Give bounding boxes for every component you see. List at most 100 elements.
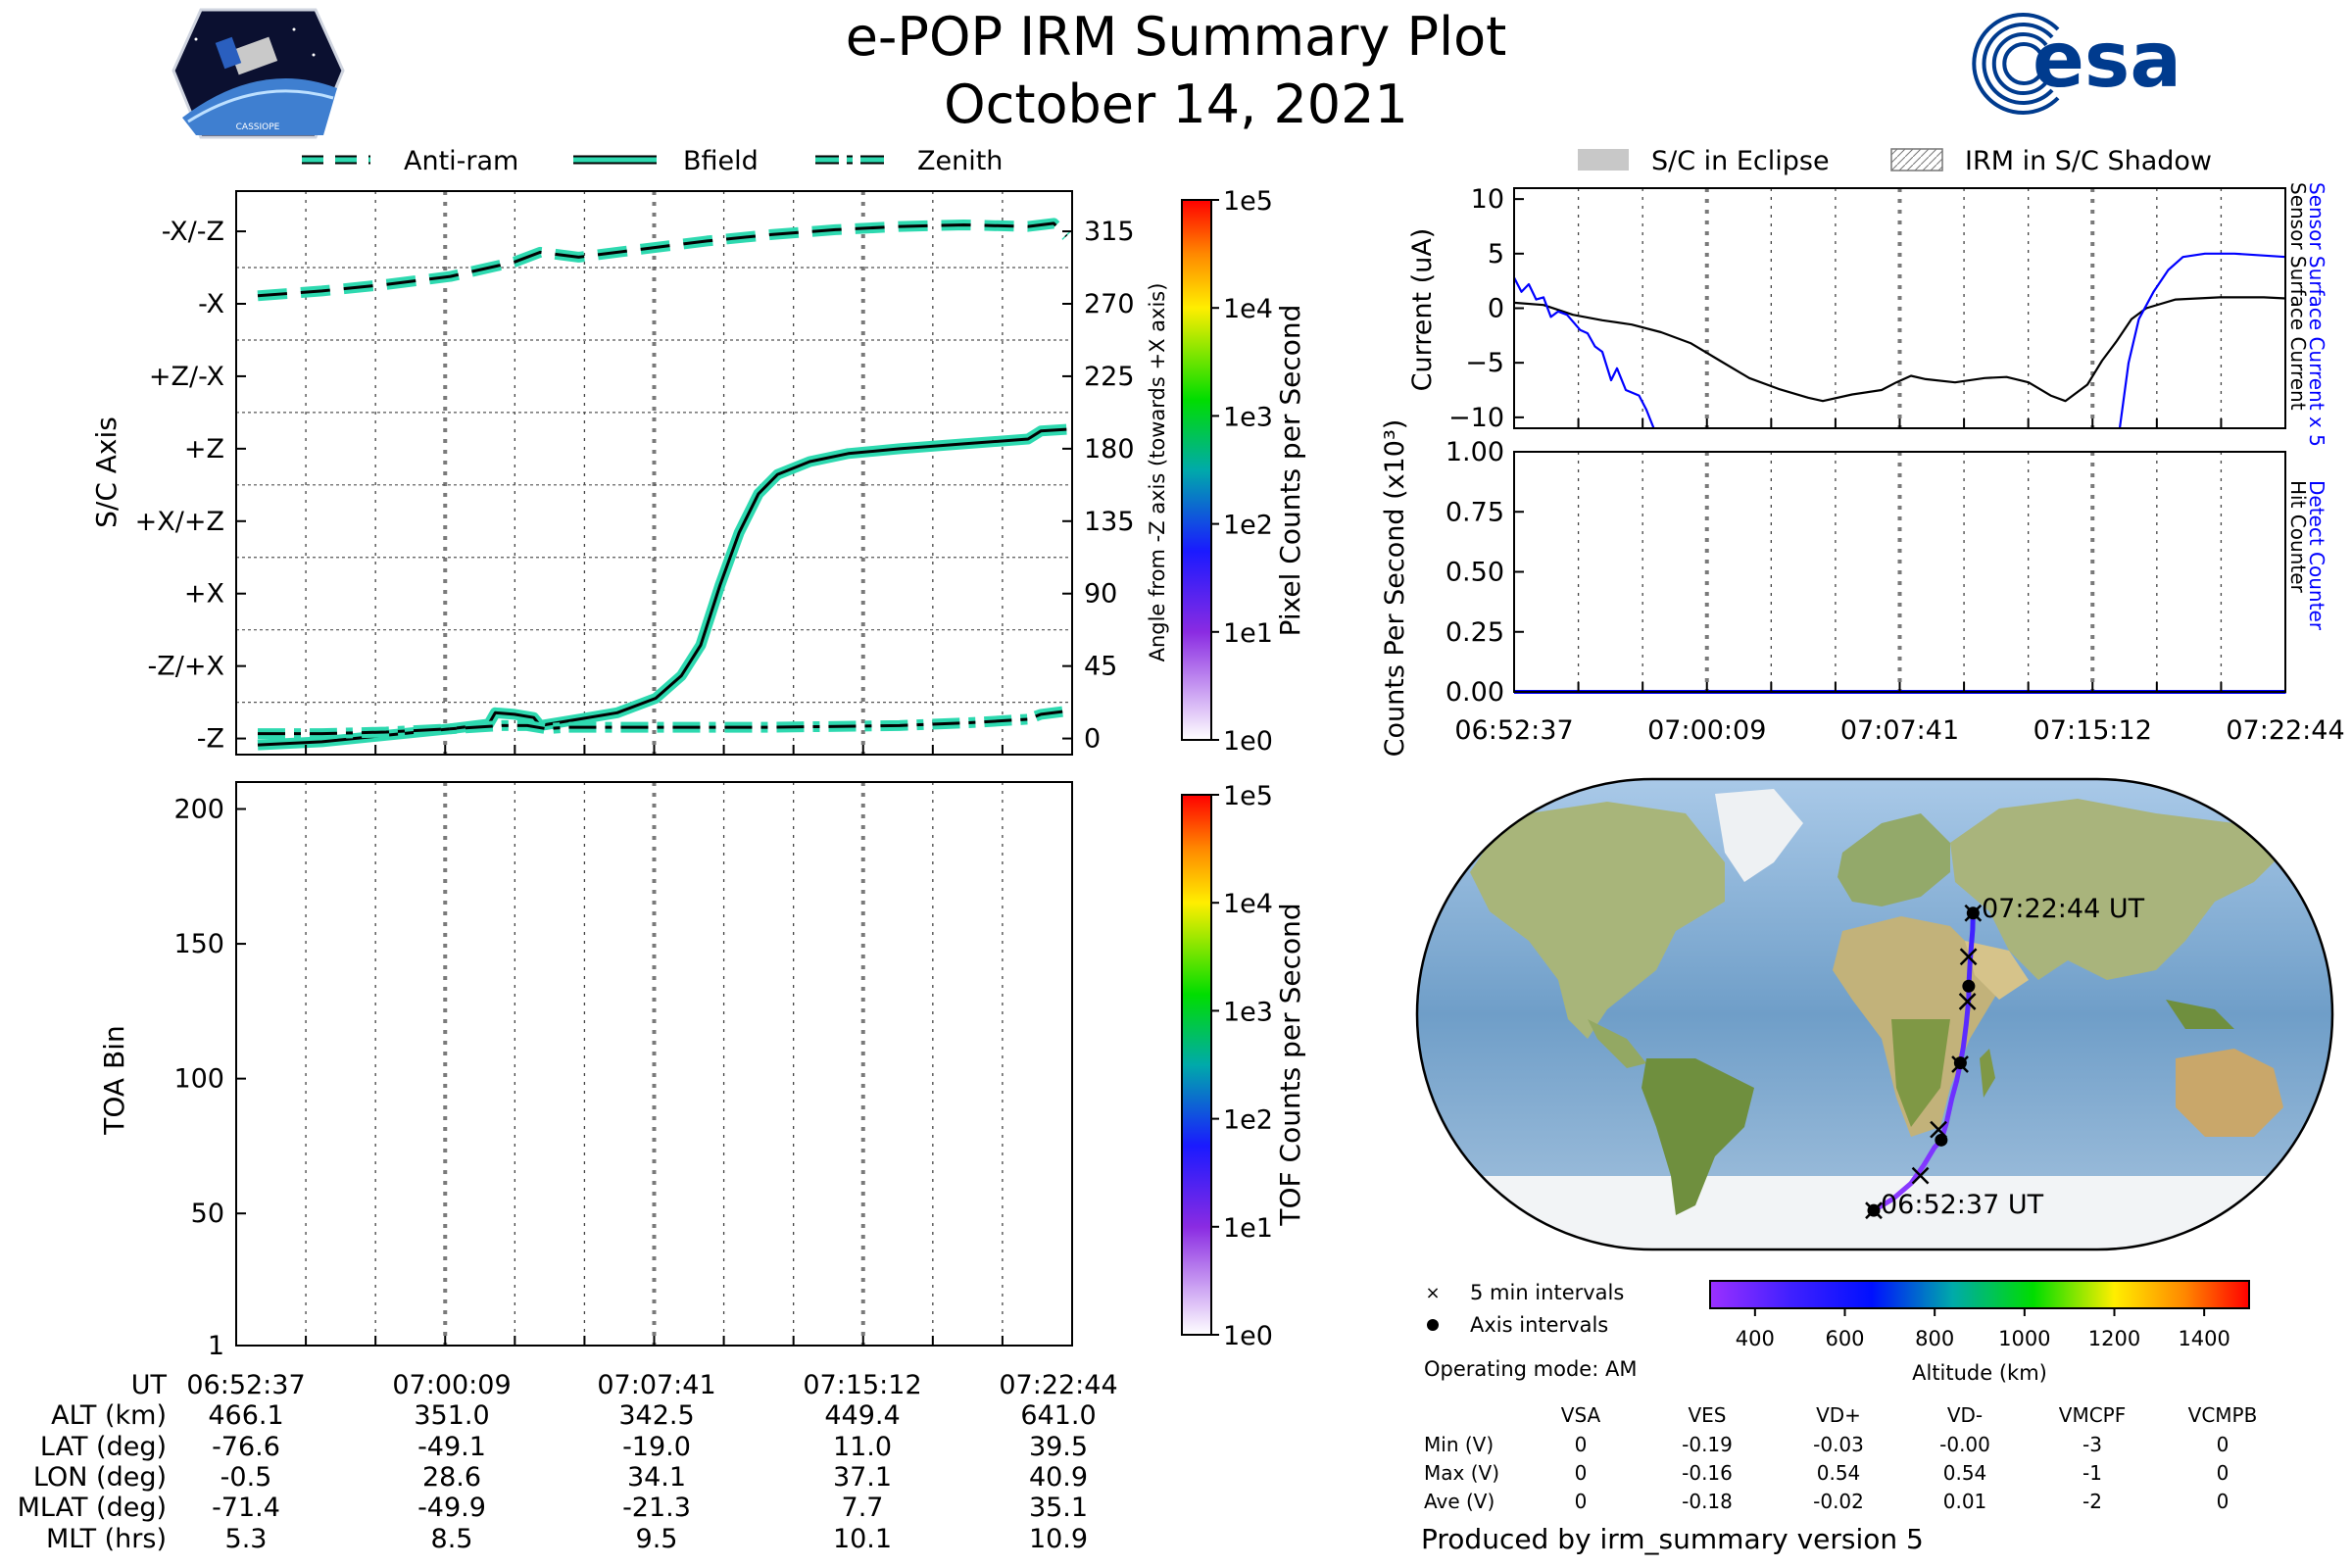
series-anti-ram	[257, 221, 1068, 298]
current-ytick-label: 0	[1488, 294, 1504, 324]
ephemeris-cell: -21.3	[622, 1493, 691, 1523]
voltage-header: VES	[1688, 1403, 1726, 1427]
operating-mode: Operating mode: AM	[1424, 1357, 1637, 1381]
pixel-colorbar-tick-label: 1e2	[1223, 511, 1273, 541]
figure-title: e-POP IRM Summary Plot	[846, 6, 1507, 68]
esa-logo-text: esa	[2033, 17, 2181, 105]
ephemeris-row-label: MLAT (deg)	[18, 1493, 167, 1523]
track-start-label: 06:52:37 UT	[1881, 1190, 2044, 1220]
cassiope-logo-text: CASSIOPE	[236, 122, 280, 132]
ephemeris-cell: 11.0	[833, 1432, 892, 1462]
tof-colorbar-tick-label: 1e0	[1223, 1321, 1273, 1351]
series-bfield-halo	[257, 423, 1067, 751]
five-min-marker	[1964, 904, 1983, 922]
current-ylabel-right-blue: Sensor Surface Current x 5	[2305, 182, 2328, 447]
voltage-cell: 0	[1575, 1433, 1588, 1456]
tof-colorbar-tick-label: 1e4	[1223, 889, 1273, 919]
voltage-row-label: Ave (V)	[1424, 1490, 1494, 1513]
legend-anti-ram: Anti-ram	[404, 146, 518, 176]
voltage-cell: 0	[2217, 1490, 2230, 1513]
ephemeris-cell: 07:22:44	[999, 1370, 1117, 1400]
pixel-colorbar-tick-label: 1e5	[1223, 186, 1273, 217]
legend-eclipse-swatch	[1578, 149, 1629, 171]
sc-axis-panel: Anti-ram Bfield Zenith -X/-Z -X +Z/-X +Z +X/…	[90, 146, 1169, 756]
series-zenith	[258, 710, 1067, 736]
tof-colorbar: 1e0 1e1 1e2 1e3 1e4 1e5 TOF Counts per Second	[1181, 781, 1306, 1351]
sc-axis-legend: Anti-ram Bfield Zenith	[302, 146, 1003, 176]
counts-ylabel-right-black: Hit Counter	[2286, 480, 2310, 593]
ephemeris-cell: 40.9	[1029, 1462, 1088, 1493]
altitude-colorbar-gradient	[1709, 1280, 2250, 1309]
tof-colorbar-gradient	[1181, 794, 1212, 1336]
five-min-marker	[1930, 1120, 1947, 1139]
sc-axis-ytick-label: -Z	[197, 724, 224, 755]
five-min-marker-icon: ×	[1425, 1283, 1440, 1303]
voltage-cell: -2	[2082, 1490, 2102, 1513]
ephemeris-cell: 466.1	[208, 1400, 283, 1431]
ephemeris-cell: -49.9	[417, 1493, 486, 1523]
five-min-marker	[1951, 1055, 1969, 1073]
counts-ylabel-right-blue: Detect Counter	[2305, 480, 2328, 631]
voltage-cell: -0.16	[1682, 1461, 1733, 1485]
voltage-header: VMCPF	[2059, 1403, 2126, 1427]
map-legend: × 5 min intervals Axis intervals	[1425, 1281, 1624, 1337]
counts-xtick-label: 07:00:09	[1647, 715, 1766, 746]
voltage-cell: -0.00	[1939, 1433, 1990, 1456]
ephemeris-cell: 06:52:37	[186, 1370, 305, 1400]
angle-ytick-label: 270	[1084, 289, 1135, 319]
tof-colorbar-tick-label: 1e3	[1223, 997, 1273, 1027]
current-ytick-label: −10	[1448, 403, 1504, 433]
counts-panel: 1.00 0.75 0.50 0.25 0.00 06:52:37 07:00:09 07:0…	[1380, 419, 2345, 758]
ephemeris-cell: 9.5	[636, 1524, 678, 1554]
counts-ytick-label: 0.50	[1446, 558, 1504, 588]
angle-ytick-label: 0	[1084, 724, 1101, 755]
ephemeris-cell: -49.1	[417, 1432, 486, 1462]
ephemeris-cell: 10.9	[1029, 1524, 1088, 1554]
current-ylabel-right-black: Sensor Surface Current	[2286, 182, 2310, 411]
voltage-cell: 0	[2217, 1461, 2230, 1485]
voltage-header: VCMPB	[2188, 1403, 2258, 1427]
pixel-colorbar-gradient	[1181, 199, 1212, 741]
tof-colorbar-label: TOF Counts per Second	[1274, 903, 1306, 1226]
ephemeris-cell: 342.5	[618, 1400, 694, 1431]
sc-axis-ytick-label: -X/-Z	[162, 217, 224, 247]
voltage-cell: -0.03	[1813, 1433, 1864, 1456]
ephemeris-cell: 07:00:09	[392, 1370, 511, 1400]
figure-date: October 14, 2021	[944, 74, 1408, 135]
toa-ytick-label: 1	[208, 1331, 224, 1361]
altitude-tick-label: 600	[1825, 1327, 1864, 1350]
legend-zenith: Zenith	[917, 146, 1003, 176]
pixel-colorbar-tick-label: 1e0	[1223, 726, 1273, 757]
angle-ylabel: Angle from -Z axis (towards +X axis)	[1146, 283, 1169, 662]
ephemeris-cell: 35.1	[1029, 1493, 1088, 1523]
current-ytick-label: 10	[1471, 184, 1504, 215]
ephemeris-row-label: UT	[131, 1370, 168, 1400]
pixel-colorbar: 1e0 1e1 1e2 1e3 1e4 1e5 Pixel Counts per Seco…	[1181, 186, 1306, 757]
five-min-marker	[1865, 1201, 1883, 1220]
voltage-cell: -0.02	[1813, 1490, 1864, 1513]
voltage-header: VSA	[1561, 1403, 1601, 1427]
ephemeris-cell: 8.5	[431, 1524, 473, 1554]
counts-ytick-label: 0.75	[1446, 497, 1504, 527]
toa-ytick-label: 200	[173, 795, 224, 825]
current-ytick-label: 5	[1488, 239, 1504, 270]
legend-5min: 5 min intervals	[1470, 1281, 1624, 1304]
ephemeris-cell: -19.0	[622, 1432, 691, 1462]
five-min-marker	[1959, 948, 1978, 966]
sc-axis-ytick-label: -Z/+X	[148, 652, 224, 682]
voltage-header: VD+	[1816, 1403, 1861, 1427]
tof-colorbar-tick-label: 1e2	[1223, 1105, 1273, 1136]
angle-ytick-label: 225	[1084, 362, 1135, 392]
ephemeris-cell: 7.7	[842, 1493, 884, 1523]
legend-bfield: Bfield	[683, 146, 759, 176]
altitude-tick-label: 400	[1736, 1327, 1775, 1350]
series-surface-current-x5	[2118, 252, 2286, 429]
legend-shadow-swatch	[1890, 148, 1943, 172]
series-anti-ram-halo	[257, 218, 1071, 302]
angle-ytick-label: 315	[1084, 217, 1135, 247]
orbit-map: 06:52:37 UT 07:22:44 UT	[1415, 777, 2334, 1251]
current-panel: S/C in Eclipse IRM in S/C Shadow 10 5 0 −5 −…	[1407, 146, 2328, 447]
voltage-cell: -1	[2082, 1461, 2102, 1485]
counts-ytick-label: 0.00	[1446, 677, 1504, 708]
